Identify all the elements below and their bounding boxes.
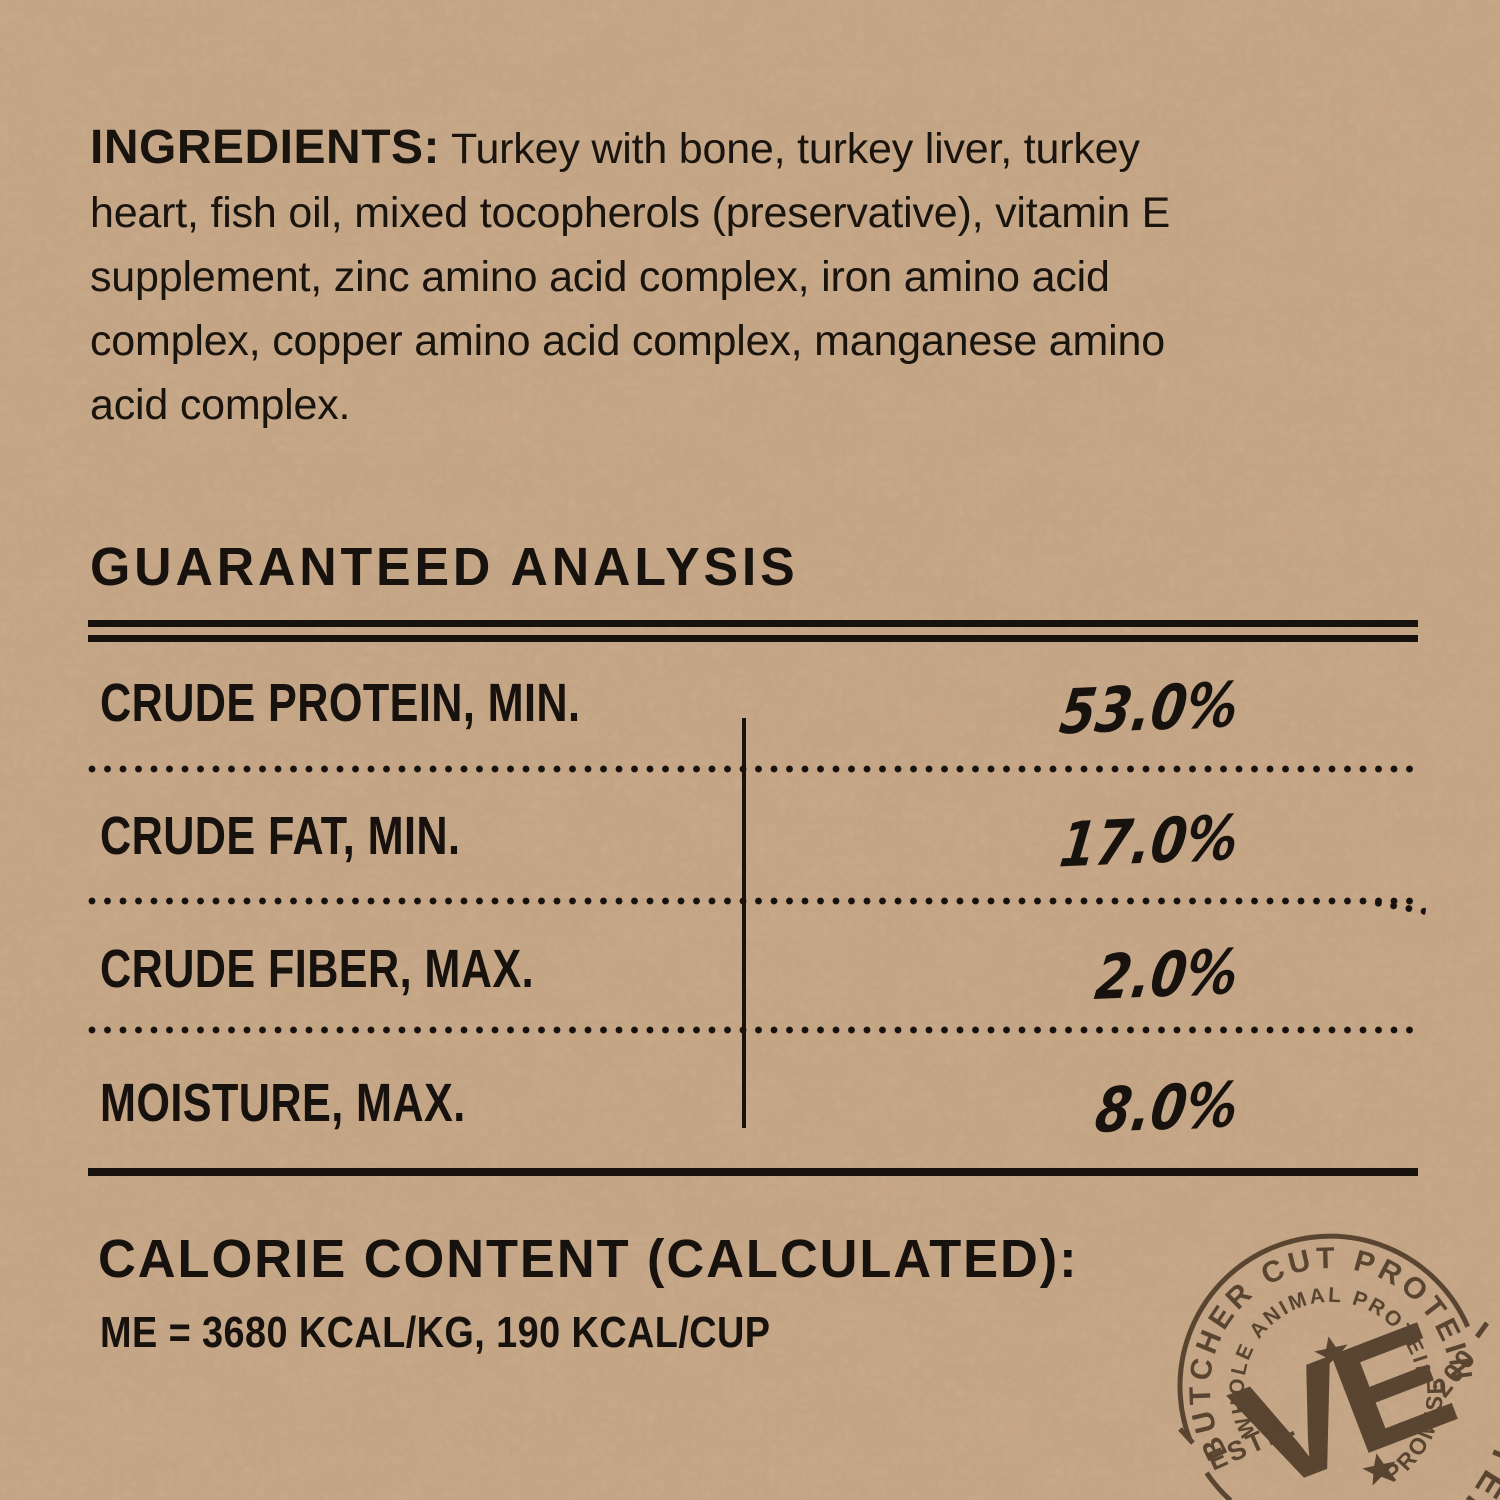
star-icon xyxy=(1362,1453,1396,1486)
stamp-border-tick xyxy=(1474,1321,1490,1339)
dotted-separator xyxy=(88,897,1414,905)
ingredients-line: acid complex. xyxy=(90,381,351,429)
double-rule-top xyxy=(88,620,1418,627)
dotted-separator xyxy=(88,1026,1414,1034)
stamp-border-arc xyxy=(1177,1233,1470,1442)
stamp-border-arc-segment xyxy=(1204,1471,1233,1500)
analysis-row-value: 17.0% xyxy=(1055,801,1243,882)
table-column-divider xyxy=(742,718,746,1128)
dotted-separator xyxy=(88,765,1414,773)
ingredients-line: supplement, zinc amino acid complex, iro… xyxy=(90,253,1110,301)
analysis-row-label: CRUDE FIBER, MAX. xyxy=(100,939,535,999)
ingredients-line: complex, copper amino acid complex, mang… xyxy=(90,317,1165,365)
ingredients-line: heart, fish oil, mixed tocopherols (pres… xyxy=(90,189,1171,237)
ingredients-section: INGREDIENTS: Turkey with bone, turkey li… xyxy=(90,116,1440,437)
double-rule-bottom xyxy=(88,635,1418,642)
star-icon xyxy=(1314,1336,1348,1369)
stamp-border-tick xyxy=(1178,1427,1195,1445)
guaranteed-analysis-heading: GUARANTEED ANALYSIS xyxy=(90,537,799,597)
analysis-row-label: CRUDE FAT, MIN. xyxy=(100,806,461,866)
calorie-content-detail: ME = 3680 KCAL/KG, 190 KCAL/CUP xyxy=(100,1308,771,1357)
analysis-row-label: MOISTURE, MAX. xyxy=(100,1073,466,1133)
analysis-row-value: 53.0% xyxy=(1055,668,1243,749)
ingredients-text: Turkey with bone, turkey liver, turkey xyxy=(451,125,1140,173)
ingredients-line: INGREDIENTS: Turkey with bone, turkey li… xyxy=(90,116,1440,181)
analysis-row-value: 2.0% xyxy=(1091,935,1243,1014)
calorie-content-heading: CALORIE CONTENT (CALCULATED): xyxy=(98,1229,1079,1289)
ingredients-heading: INGREDIENTS: xyxy=(90,121,441,174)
ve-butcher-cut-stamp: BUTCHER CUT PROTEIN WHOLE ANIMAL PROTEIN… xyxy=(1147,1205,1500,1500)
table-bottom-rule xyxy=(88,1168,1418,1176)
analysis-row-label: CRUDE PROTEIN, MIN. xyxy=(100,673,581,733)
